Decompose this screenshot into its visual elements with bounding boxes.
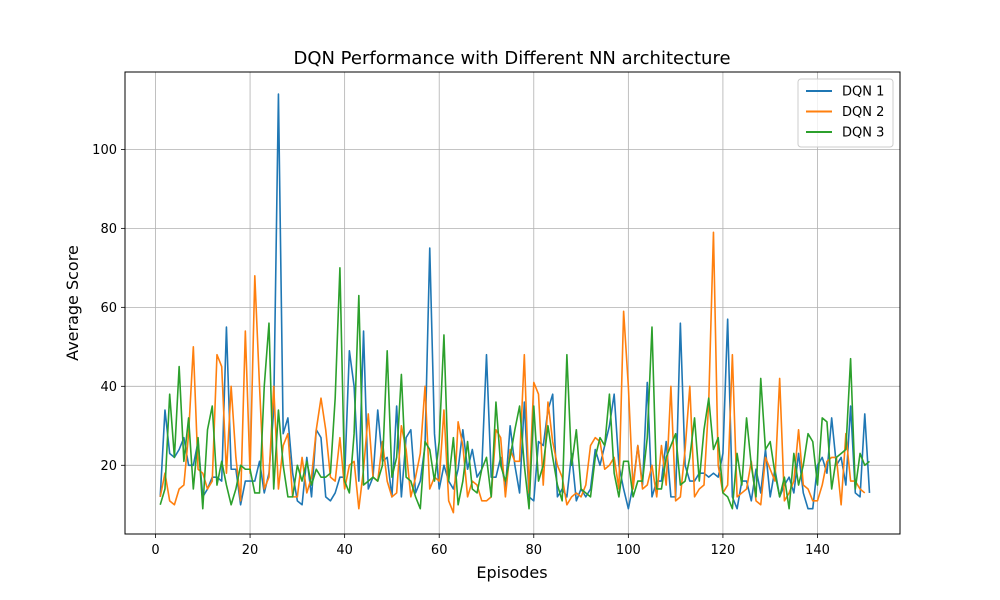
x-tick-label: 40 (336, 543, 353, 558)
x-tick-label: 60 (431, 543, 448, 558)
x-axis-ticks: 0 20 40 60 80 100 120 140 (151, 534, 830, 558)
x-tick-label: 120 (711, 543, 736, 558)
x-axis-label: Episodes (476, 563, 547, 582)
x-tick-label: 0 (151, 543, 159, 558)
legend-label-dqn-1: DQN 1 (842, 85, 884, 100)
legend-label-dqn-3: DQN 3 (842, 126, 884, 141)
y-tick-label: 80 (100, 222, 117, 237)
y-axis-ticks: 20 40 60 80 100 (92, 143, 125, 474)
plot-lines (159, 93, 871, 514)
series-line-dqn-2 (159, 231, 866, 514)
x-tick-label: 100 (616, 543, 641, 558)
y-tick-label: 100 (92, 143, 117, 158)
y-tick-label: 40 (100, 380, 117, 395)
x-tick-label: 140 (805, 543, 830, 558)
y-axis-label: Average Score (63, 245, 82, 361)
plot-frame (124, 71, 901, 535)
x-tick-label: 20 (242, 543, 259, 558)
x-tick-label: 80 (526, 543, 543, 558)
legend-box (797, 78, 894, 148)
y-tick-label: 60 (100, 301, 117, 316)
legend: DQN 1 DQN 2 DQN 3 (797, 78, 894, 148)
series-line-dqn-1 (159, 93, 871, 510)
chart-title: DQN Performance with Different NN archit… (293, 48, 730, 69)
series-line-dqn-3 (159, 267, 871, 510)
y-tick-label: 20 (100, 459, 117, 474)
legend-label-dqn-2: DQN 2 (842, 105, 884, 120)
